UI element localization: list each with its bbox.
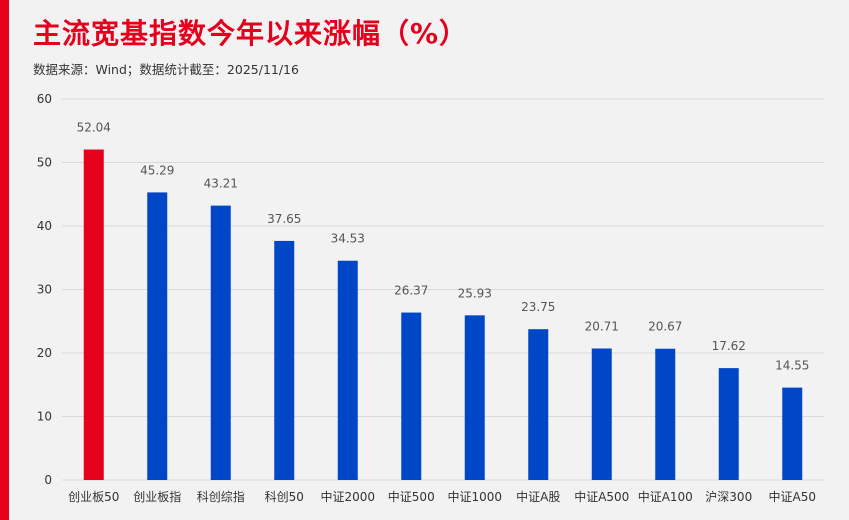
- bar: [464, 315, 485, 480]
- data-label: 20.71: [585, 319, 619, 333]
- x-tick-label: 科创综指: [197, 489, 245, 504]
- x-tick-label: 沪深300: [705, 490, 752, 504]
- bar: [83, 149, 104, 480]
- bar: [655, 348, 676, 480]
- x-tick-label: 中证1000: [447, 489, 502, 504]
- x-tick-label: 中证A500: [574, 489, 629, 504]
- data-label: 23.75: [521, 300, 555, 314]
- y-tick-label: 30: [37, 283, 52, 297]
- y-tick-label: 60: [37, 92, 52, 106]
- x-tick-label: 中证A100: [638, 489, 693, 504]
- x-tick-label: 科创50: [265, 490, 304, 504]
- data-label: 34.53: [331, 232, 365, 246]
- data-label: 20.67: [648, 320, 682, 334]
- y-tick-label: 20: [37, 346, 52, 360]
- accent-bar: [0, 0, 9, 520]
- bar: [210, 205, 231, 480]
- bar: [528, 329, 549, 480]
- source-note: 数据来源：Wind；数据统计截至：2025/11/16: [33, 62, 299, 77]
- bar: [274, 240, 295, 480]
- chart-title: 主流宽基指数今年以来涨幅（%）: [33, 17, 469, 50]
- x-tick-label: 创业板50: [68, 490, 119, 504]
- x-tick-label: 中证500: [388, 489, 435, 504]
- bar: [337, 260, 358, 480]
- y-tick-label: 10: [37, 410, 52, 424]
- x-tick-label: 中证2000: [320, 489, 375, 504]
- data-label: 43.21: [204, 177, 238, 191]
- bar: [591, 348, 612, 480]
- bar: [401, 312, 422, 480]
- data-label: 25.93: [458, 286, 492, 300]
- data-label: 14.55: [775, 359, 809, 373]
- bar: [718, 368, 739, 480]
- data-label: 45.29: [140, 163, 174, 177]
- x-tick-label: 中证A股: [516, 489, 560, 504]
- bar: [782, 387, 803, 480]
- x-tick-label: 中证A50: [769, 489, 816, 504]
- y-tick-label: 40: [37, 219, 52, 233]
- y-tick-label: 50: [37, 156, 52, 170]
- data-label: 17.62: [712, 339, 746, 353]
- bar: [147, 192, 168, 480]
- data-label: 37.65: [267, 212, 301, 226]
- data-label: 52.04: [77, 121, 111, 135]
- x-tick-label: 创业板指: [133, 489, 181, 504]
- data-label: 26.37: [394, 284, 428, 298]
- y-tick-label: 0: [44, 473, 52, 487]
